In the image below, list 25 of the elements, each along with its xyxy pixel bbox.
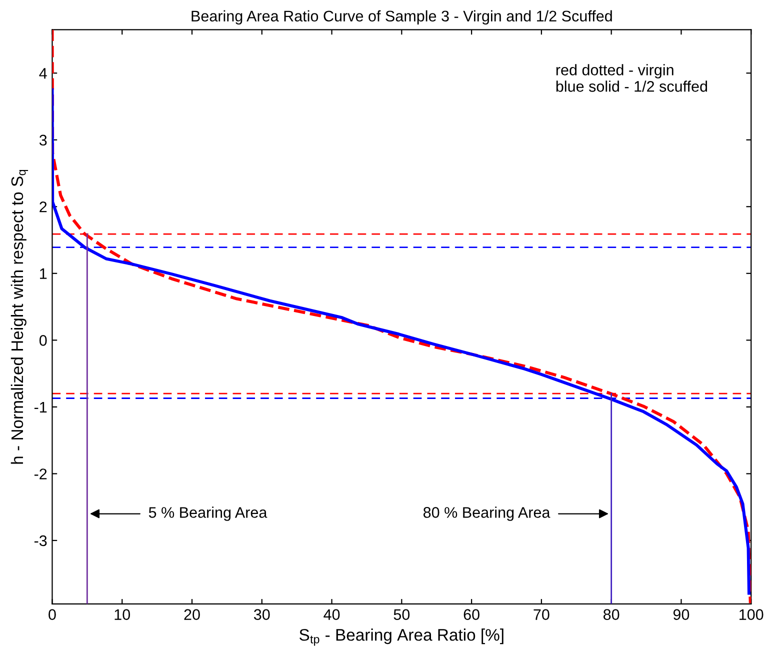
y-tick-label: -2 — [34, 468, 47, 480]
x-tick-label: 40 — [324, 609, 340, 620]
x-tick-label: 30 — [254, 609, 270, 620]
annotation: 5 % Bearing Area — [148, 506, 268, 521]
y-tick-label: 2 — [40, 202, 47, 212]
y-tick-label: -1 — [34, 402, 47, 412]
x-tick-label: 70 — [534, 609, 550, 620]
y-tick-label: 4 — [39, 68, 47, 79]
y-tick-label: 0 — [39, 335, 47, 346]
annotation: 80 % Bearing Area — [423, 506, 550, 521]
x-tick-label: 0 — [48, 609, 56, 620]
x-tick-label: 10 — [114, 609, 130, 620]
x-tick-label: 50 — [394, 609, 410, 620]
x-tick-label: 90 — [673, 609, 690, 620]
y-tick-label: -3 — [34, 535, 47, 546]
x-axis-title: S$_{tp}$ - Bearing Area Ratio [%] — [300, 628, 504, 646]
x-tick-label: 100 — [740, 609, 764, 620]
x-tick-label: 80 — [603, 609, 620, 620]
y-tick-label: 3 — [39, 134, 47, 146]
y-tick-label: 1 — [40, 268, 47, 279]
x-tick-label: 60 — [464, 609, 480, 620]
annotation: red dotted - virgin blue solid - 1/2 scuffed — [556, 64, 708, 92]
y-axis-title: h - Normalized Height with respect to S$_{q}$ — [10, 170, 28, 464]
chart-title: Bearing Area Ratio Curve of Sample 3 - Virgin and 1/2 Scuffed — [192, 10, 612, 25]
x-tick-label: 20 — [184, 609, 200, 620]
